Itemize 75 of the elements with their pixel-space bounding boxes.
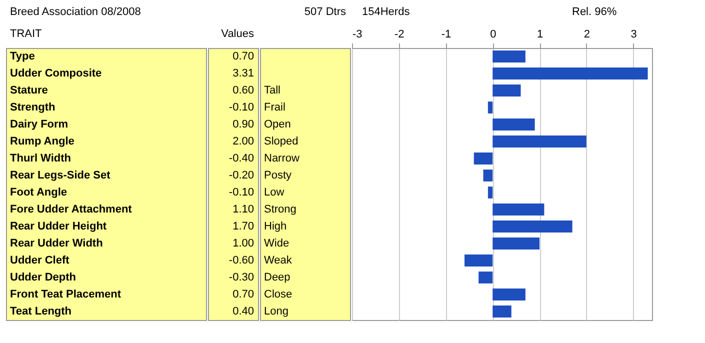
text: 154Herds (362, 6, 410, 18)
data-label: -0.10 (228, 102, 254, 114)
text: 507 Dtrs (304, 6, 346, 18)
y-tick-label: Udder Cleft (10, 254, 70, 266)
data-label: 3.31 (232, 68, 254, 80)
text: Strong (264, 204, 296, 216)
data-label: -0.20 (228, 170, 254, 182)
y-axis-title: TRAIT (10, 28, 42, 40)
text: Breed Association 08/2008 (10, 6, 141, 18)
bar (492, 118, 535, 130)
bar (492, 204, 544, 216)
text: High (264, 220, 287, 232)
data-label: 0.90 (232, 118, 254, 130)
text: Tall (264, 84, 281, 96)
y-tick-label: Thurl Width (10, 152, 72, 164)
data-label: 0.60 (232, 84, 254, 96)
data-label: 1.00 (232, 238, 254, 250)
y-tick-label: Teat Length (10, 306, 72, 318)
bar (478, 272, 493, 284)
text: Frail (264, 102, 286, 114)
data-label: -0.40 (228, 152, 254, 164)
bar (492, 238, 540, 250)
y-tick-label: Type (10, 50, 35, 62)
data-label: -0.10 (228, 186, 254, 198)
text: Open (264, 118, 291, 130)
data-label: 1.70 (232, 220, 254, 232)
bar (488, 102, 493, 114)
text: Deep (264, 272, 290, 284)
bar (483, 170, 493, 182)
x2-tick-label: -2 (394, 28, 404, 40)
y-tick-label: Rump Angle (10, 136, 74, 148)
y-tick-label: Rear Udder Height (10, 220, 107, 232)
data-label: 1.10 (232, 204, 254, 216)
y-tick-label: Front Teat Placement (10, 288, 122, 300)
data-label: 0.70 (232, 288, 254, 300)
y-tick-label: Foot Angle (10, 186, 68, 198)
x2-tick-label: -3 (352, 28, 362, 40)
y-tick-label: Stature (10, 84, 48, 96)
x2-tick-label: 2 (584, 28, 590, 40)
text: Long (264, 306, 288, 318)
bar (464, 254, 493, 266)
bar (488, 186, 493, 198)
x2-tick-label: 3 (630, 28, 637, 40)
text: Rel. 96% (572, 6, 617, 18)
text: Values (221, 28, 254, 40)
y-tick-label: Strength (10, 102, 56, 114)
text: Wide (264, 238, 290, 250)
text: Weak (264, 254, 292, 266)
bar (492, 288, 526, 300)
text: Low (264, 186, 284, 198)
data-label: 0.40 (232, 306, 254, 318)
data-label: 0.70 (232, 50, 254, 62)
bar (474, 152, 493, 164)
bar (492, 306, 512, 318)
bar (492, 220, 572, 232)
y-tick-label: Udder Depth (10, 272, 76, 284)
bar (492, 50, 526, 62)
text: Sloped (264, 136, 298, 148)
data-label: 2.00 (232, 136, 254, 148)
y-tick-label: Fore Udder Attachment (10, 204, 132, 216)
y-tick-label: Rear Udder Width (10, 238, 104, 250)
text: Posty (264, 170, 292, 182)
text: Narrow (264, 152, 300, 164)
x2-tick-label: -1 (441, 28, 452, 40)
data-label: -0.60 (228, 254, 254, 266)
y-tick-label: Dairy Form (10, 118, 68, 130)
bar (492, 136, 586, 148)
bar (492, 68, 648, 80)
y-tick-label: Rear Legs-Side Set (10, 170, 111, 182)
x2-tick-label: 0 (490, 28, 496, 40)
bar (492, 84, 521, 96)
x2-tick-label: 1 (536, 28, 544, 40)
y-tick-label: Udder Composite (10, 68, 102, 80)
data-label: -0.30 (228, 272, 254, 284)
text: Close (264, 288, 292, 300)
